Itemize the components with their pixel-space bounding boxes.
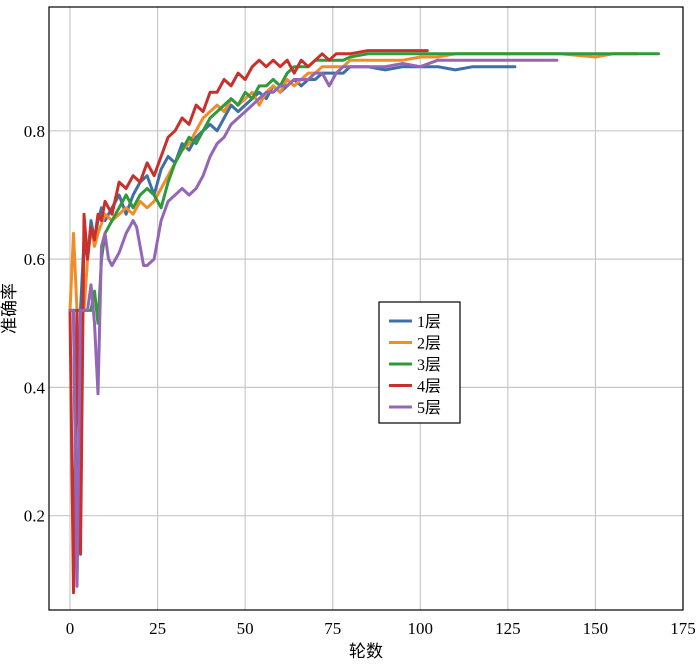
legend-label: 1层	[417, 314, 441, 331]
x-axis-ticks: 0 25 50 75 100 125 150 175	[66, 619, 696, 638]
legend-label: 2层	[417, 336, 441, 353]
grid-lines	[49, 7, 684, 610]
x-tick-label: 25	[149, 619, 166, 638]
series-line-5	[68, 58, 559, 588]
series-line-4	[68, 49, 429, 595]
x-tick-label: 50	[237, 619, 254, 638]
x-axis-title: 轮数	[349, 642, 383, 662]
y-axis-title: 准确率	[0, 283, 20, 334]
y-axis-ticks: 0.2 0.4 0.6 0.8	[24, 122, 46, 526]
series-lines	[68, 49, 660, 595]
x-tick-label: 175	[670, 619, 696, 638]
x-tick-label: 0	[66, 619, 75, 638]
legend-label: 5层	[417, 400, 441, 417]
y-tick-label: 0.4	[24, 378, 46, 397]
plot-frame	[48, 6, 684, 611]
x-tick-label: 125	[495, 619, 521, 638]
legend-label: 4层	[417, 379, 441, 396]
x-tick-label: 150	[583, 619, 609, 638]
series-line-3	[68, 52, 660, 325]
y-tick-label: 0.2	[24, 507, 45, 526]
legend-label: 3层	[417, 357, 441, 374]
legend: 1层 2层 3层 4层 5层	[378, 301, 461, 424]
series-line-2	[68, 52, 639, 312]
x-tick-label: 100	[408, 619, 434, 638]
y-tick-label: 0.8	[24, 122, 45, 141]
x-tick-label: 75	[324, 619, 341, 638]
y-tick-label: 0.6	[24, 250, 45, 269]
